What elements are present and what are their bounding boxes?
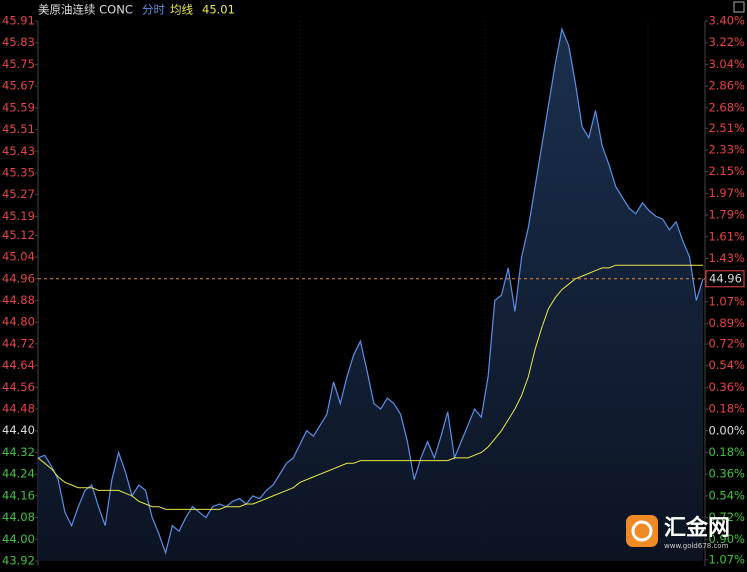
y-tick-label: 43.92 (2, 554, 35, 568)
y-tick-label: 45.91 (2, 14, 35, 28)
y-tick-label: 45.67 (2, 79, 35, 93)
y-tick-label: 44.72 (2, 336, 35, 350)
logo-name: 汇金网 (664, 515, 730, 541)
y2-tick-label: 0.36% (708, 467, 745, 481)
price-area (38, 29, 703, 562)
y-tick-label: 44.80 (2, 315, 35, 329)
y-tick-label: 45.75 (2, 57, 35, 71)
last-price-box (705, 270, 745, 288)
y2-tick-label: 0.54% (708, 358, 745, 372)
y2-tick-label: 1.61% (708, 229, 745, 243)
y2-tick-label: 0.36% (708, 380, 745, 394)
y-tick-label: 45.04 (2, 250, 35, 264)
y2-tick-label: 3.40% (708, 14, 745, 28)
y-tick-label: 45.43 (2, 144, 35, 158)
y-tick-label: 44.96 (2, 271, 35, 285)
y2-tick-label: 2.33% (708, 142, 745, 156)
y2-tick-label: 0.18% (708, 402, 745, 416)
last-price-label: 44.96 (709, 271, 742, 285)
y2-tick-label: 2.86% (708, 79, 745, 93)
y-tick-label: 44.00 (2, 532, 35, 546)
y-tick-label: 45.51 (2, 122, 35, 136)
y2-tick-label: 1.79% (708, 208, 745, 222)
legend-value: 45.01 (202, 3, 235, 17)
y2-tick-label: 0.90% (708, 532, 745, 546)
y-tick-label: 44.32 (2, 445, 35, 459)
logo-icon (626, 515, 658, 547)
y-tick-label: 45.59 (2, 100, 35, 114)
y2-tick-label: 2.68% (708, 100, 745, 114)
plot (37, 27, 704, 562)
price-line (37, 27, 704, 555)
y-tick-label: 45.19 (2, 209, 35, 223)
logo: 汇金网 www.gold678.com (626, 515, 730, 550)
y-tick-label: 44.56 (2, 380, 35, 394)
y2-tick-label: 0.00% (708, 423, 745, 437)
y-tick-label: 44.40 (2, 423, 35, 437)
y2-tick-label: 3.22% (708, 35, 745, 49)
y-tick-label: 44.64 (2, 358, 35, 372)
y2-tick-label: 2.15% (708, 164, 745, 178)
y-tick-label: 45.83 (2, 35, 35, 49)
y2-tick-label: 1.43% (708, 251, 745, 265)
y-tick-label: 45.35 (2, 165, 35, 179)
y2-tick-label: 2.51% (708, 121, 745, 135)
y2-tick-label: 0.89% (708, 316, 745, 330)
chart-title: 美原油连续 CONC (38, 3, 133, 17)
y2-tick-label: 0.54% (708, 488, 745, 502)
y2-tick-label: 0.18% (708, 445, 745, 459)
y2-tick-label: 1.07% (708, 294, 745, 308)
y2-tick-label: 0.72% (708, 510, 745, 524)
y-tick-label: 45.12 (2, 228, 35, 242)
corner-icon (733, 1, 745, 13)
y2-tick-label: 3.04% (708, 57, 745, 71)
y-tick-label: 45.27 (2, 187, 35, 201)
y-tick-label: 44.88 (2, 293, 35, 307)
y2-tick-label: 0.72% (708, 337, 745, 351)
legend-entry: 均线 (170, 3, 193, 17)
legend-entry: 分时 (142, 3, 165, 17)
y2-tick-label: 1.07% (708, 552, 745, 566)
y-tick-label: 44.48 (2, 402, 35, 416)
y-tick-label: 44.08 (2, 510, 35, 524)
logo-url: www.gold678.com (664, 542, 729, 550)
y-tick-label: 44.24 (2, 467, 35, 481)
y-tick-label: 44.16 (2, 488, 35, 502)
y2-tick-label: 1.97% (708, 186, 745, 200)
average-line (37, 264, 703, 510)
logo-icon-ring (631, 520, 653, 542)
